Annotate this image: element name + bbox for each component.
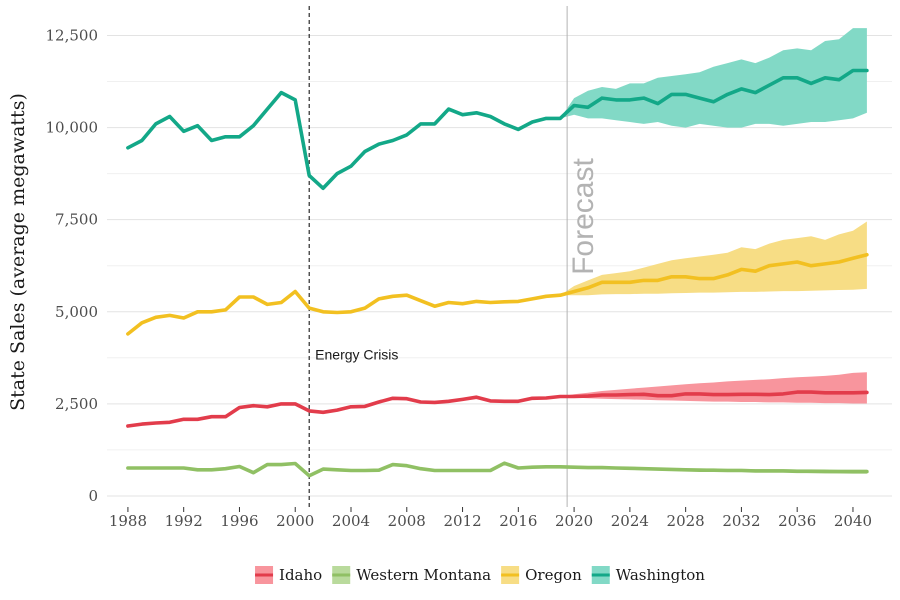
series-line-idaho xyxy=(126,390,869,428)
series-lines xyxy=(126,68,869,478)
x-tick-label: 2032 xyxy=(722,512,760,530)
series-line-washington xyxy=(126,68,869,191)
annotation-lines: Energy Crisis Forecast xyxy=(308,6,600,507)
x-tick-label: 2036 xyxy=(778,512,816,530)
forecast-band-idaho xyxy=(560,372,867,404)
forecast-band-oregon xyxy=(560,221,867,296)
legend-label-idaho: Idaho xyxy=(279,566,322,584)
x-tick-label: 1988 xyxy=(109,512,147,530)
y-tick-label: 10,000 xyxy=(46,119,99,137)
x-tick-label: 2020 xyxy=(555,512,593,530)
forecast-band-washington xyxy=(560,28,867,128)
x-tick-label: 2008 xyxy=(388,512,426,530)
x-tick-label: 2012 xyxy=(443,512,481,530)
forecast-bands xyxy=(560,28,867,474)
y-tick-label: 2,500 xyxy=(55,395,98,413)
series-line-oregon xyxy=(126,252,869,336)
grid xyxy=(107,34,892,497)
x-tick-label: 2040 xyxy=(834,512,872,530)
energy-crisis-label: Energy Crisis xyxy=(315,347,398,363)
x-tick-label: 1992 xyxy=(165,512,203,530)
legend-label-oregon: Oregon xyxy=(525,566,582,584)
x-tick-label: 2016 xyxy=(499,512,537,530)
y-tick-label: 5,000 xyxy=(55,303,98,321)
y-axis-title: State Sales (average megawatts) xyxy=(7,93,29,411)
y-tick-label: 12,500 xyxy=(46,26,99,44)
x-tick-label: 2004 xyxy=(332,512,370,530)
x-tick-label: 1996 xyxy=(220,512,258,530)
forecast-label: Forecast xyxy=(567,158,600,275)
series-line-western-montana xyxy=(126,461,869,478)
x-tick-label: 2028 xyxy=(667,512,705,530)
y-axis: 0 2,500 5,000 7,500 10,000 12,500 xyxy=(46,26,99,504)
y-tick-label: 0 xyxy=(88,487,98,505)
legend-label-western-montana: Western Montana xyxy=(356,566,491,584)
x-axis: 1988 1992 1996 2000 2004 2008 2012 2016 2020 2024… xyxy=(109,507,872,530)
legend-label-washington: Washington xyxy=(616,566,706,584)
legend: Idaho Western Montana Oregon Washington xyxy=(255,566,705,584)
y-tick-label: 7,500 xyxy=(55,211,98,229)
x-tick-label: 2000 xyxy=(276,512,314,530)
x-tick-label: 2024 xyxy=(611,512,649,530)
